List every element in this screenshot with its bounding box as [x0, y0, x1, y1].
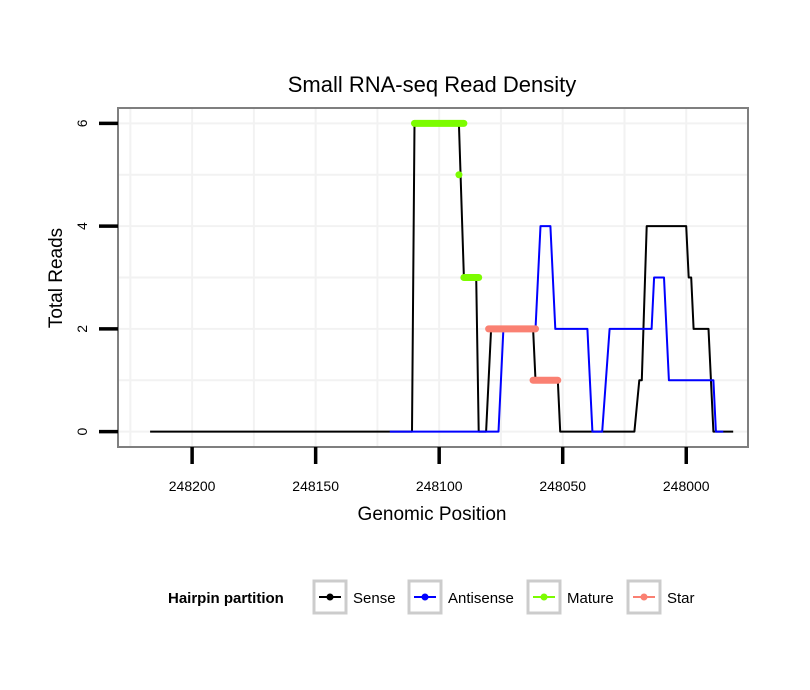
plot-area [117, 107, 749, 448]
y-tick-label: 6 [74, 119, 90, 127]
series-line-sense [150, 122, 734, 433]
y-tick-label: 0 [74, 427, 90, 435]
chart-title: Small RNA-seq Read Density [288, 72, 577, 97]
legend-title: Hairpin partition [168, 590, 284, 607]
y-tick-label: 4 [74, 222, 90, 230]
legend-label-mature: Mature [567, 590, 614, 607]
y-axis-title: Total Reads [46, 228, 67, 328]
legend: Hairpin partition Sense Antisense Mature… [168, 579, 695, 615]
y-tick-label: 2 [74, 325, 90, 333]
x-tick-label: 248050 [539, 478, 586, 494]
y-axis: 0 2 4 6 [74, 119, 118, 435]
x-axis: 248200 248150 248100 248050 248000 [169, 447, 710, 494]
x-tick-label: 248000 [663, 478, 710, 494]
legend-label-antisense: Antisense [448, 590, 514, 607]
plot-border [117, 107, 749, 448]
x-axis-title: Genomic Position [358, 504, 507, 525]
legend-item-antisense: Antisense [407, 579, 514, 615]
legend-dot-sense [326, 593, 334, 601]
x-tick-label: 248100 [416, 478, 463, 494]
series-layer [150, 119, 734, 433]
legend-item-mature: Mature [526, 579, 614, 615]
legend-dot-mature [540, 593, 548, 601]
legend-item-star: Star [626, 579, 695, 615]
x-tick-label: 248200 [169, 478, 216, 494]
legend-label-star: Star [667, 590, 695, 607]
legend-item-sense: Sense [312, 579, 396, 615]
legend-label-sense: Sense [353, 590, 396, 607]
x-tick-label: 248150 [292, 478, 339, 494]
legend-dot-antisense [421, 593, 429, 601]
legend-dot-star [640, 593, 648, 601]
